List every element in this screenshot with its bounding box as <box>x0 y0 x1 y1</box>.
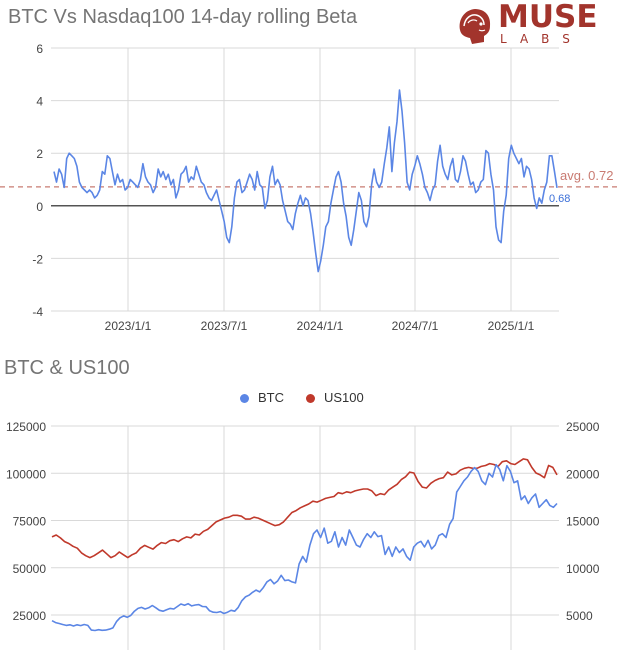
y-tick-label: 0 <box>36 200 43 214</box>
last-value-label: 0.68 <box>549 193 570 205</box>
chart-title-2: BTC & US100 <box>4 357 130 379</box>
y-left-tick-label: 75000 <box>13 515 47 529</box>
y-right-tick-label: 20000 <box>566 467 600 481</box>
y-tick-label: 6 <box>36 42 43 56</box>
average-label: avg. 0.72 <box>560 168 614 183</box>
legend-swatch-btc <box>240 394 249 403</box>
y-left-tick-label: 100000 <box>6 467 46 481</box>
y-tick-label: 2 <box>36 147 43 161</box>
y-tick-label: 4 <box>36 95 43 109</box>
x-tick-label: 2023/1/1 <box>105 319 152 333</box>
x-tick-label: 2024/7/1 <box>392 319 439 333</box>
logo-subtitle: LABS <box>500 32 583 46</box>
y-tick-label: -4 <box>32 305 43 319</box>
us100-series-line <box>51 458 558 559</box>
muse-labs-logo: MUSE LABS <box>454 0 598 48</box>
legend-label-btc: BTC <box>258 390 284 405</box>
y-left-tick-label: 125000 <box>6 420 46 434</box>
y-right-tick-label: 15000 <box>566 515 600 529</box>
y-left-tick-label: 25000 <box>13 609 47 623</box>
muse-head-logo-icon <box>459 9 491 44</box>
legend: BTC US100 <box>0 390 621 410</box>
beta-line-chart: 6 4 2 0 -2 -4 2023/1/1 2023/7/1 2024/1/1 2024/7/1… <box>0 42 621 333</box>
x-tick-label: 2024/1/1 <box>297 319 344 333</box>
y-right-tick-label: 5000 <box>566 609 593 623</box>
y-right-tick-label: 10000 <box>566 562 600 576</box>
y-left-tick-label: 50000 <box>13 562 47 576</box>
y-right-tick-label: 25000 <box>566 420 600 434</box>
legend-swatch-us100 <box>306 394 315 403</box>
logo-wordmark: MUSE <box>498 0 598 35</box>
y-tick-label: -2 <box>32 252 43 266</box>
x-tick-label: 2023/7/1 <box>201 319 248 333</box>
chart-title: BTC Vs Nasdaq100 14-day rolling Beta <box>8 6 358 28</box>
btc-series-line <box>51 463 558 632</box>
x-tick-label: 2025/1/1 <box>488 319 535 333</box>
beta-series-line <box>53 89 558 273</box>
legend-label-us100: US100 <box>324 390 364 405</box>
